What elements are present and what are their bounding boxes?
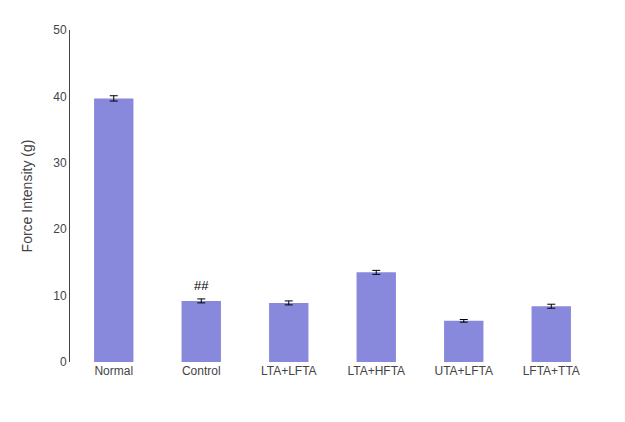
svg-text:0: 0: [60, 355, 67, 369]
svg-text:40: 40: [53, 90, 67, 104]
svg-text:20: 20: [53, 222, 67, 236]
svg-text:Normal: Normal: [94, 364, 133, 378]
svg-text:50: 50: [53, 23, 67, 37]
svg-text:Force Intensity (g): Force Intensity (g): [19, 140, 35, 253]
svg-text:30: 30: [53, 156, 67, 170]
svg-text:Control: Control: [182, 364, 221, 378]
svg-text:LTA+LFTA: LTA+LFTA: [261, 364, 317, 378]
svg-text:UTA+LFTA: UTA+LFTA: [434, 364, 493, 378]
svg-text:10: 10: [53, 289, 67, 303]
svg-text:LTA+HFTA: LTA+HFTA: [347, 364, 405, 378]
svg-text:##: ##: [194, 278, 209, 293]
svg-text:LFTA+TTA: LFTA+TTA: [523, 364, 580, 378]
